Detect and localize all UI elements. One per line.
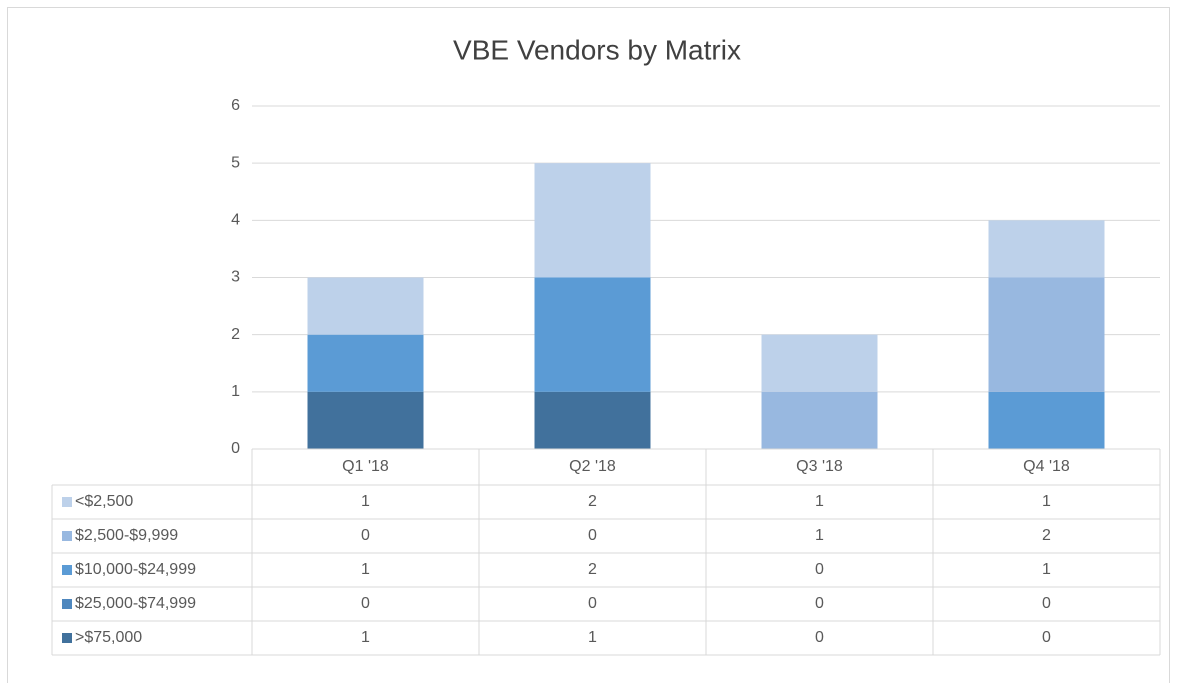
bar-segment — [761, 391, 878, 449]
x-tick-label: Q3 '18 — [796, 458, 843, 475]
bar-segment — [534, 163, 651, 278]
legend-swatch — [62, 497, 72, 507]
y-tick-label: 1 — [231, 383, 240, 400]
legend-label: >$75,000 — [75, 629, 142, 646]
y-tick-label: 6 — [231, 97, 240, 114]
table-cell: 0 — [361, 527, 370, 544]
y-tick-label: 2 — [231, 326, 240, 343]
table-cell: 1 — [361, 493, 370, 510]
bar-segment — [988, 391, 1105, 449]
y-tick-label: 5 — [231, 154, 240, 171]
bar-segment — [988, 277, 1105, 392]
table-cell: 0 — [1042, 595, 1051, 612]
legend-swatch — [62, 531, 72, 541]
table-cell: 1 — [361, 561, 370, 578]
table-cell: 0 — [361, 595, 370, 612]
table-cell: 2 — [588, 493, 597, 510]
table-cell: 1 — [1042, 493, 1051, 510]
table-cell: 1 — [815, 527, 824, 544]
bar-segment — [988, 220, 1105, 278]
legend-swatch — [62, 565, 72, 575]
legend-swatch — [62, 633, 72, 643]
table-cell: 1 — [815, 493, 824, 510]
x-tick-label: Q4 '18 — [1023, 458, 1070, 475]
bar-segment — [534, 391, 651, 449]
legend-label: <$2,500 — [75, 493, 133, 510]
bar-segment — [307, 277, 424, 335]
table-cell: 0 — [588, 527, 597, 544]
table-cell: 0 — [815, 629, 824, 646]
y-tick-label: 3 — [231, 269, 240, 286]
table-cell: 1 — [1042, 561, 1051, 578]
legend-label: $25,000-$74,999 — [75, 595, 196, 612]
table-cell: 2 — [1042, 527, 1051, 544]
x-tick-label: Q1 '18 — [342, 458, 389, 475]
bar-segment — [307, 334, 424, 392]
table-cell: 0 — [1042, 629, 1051, 646]
bar-segment — [534, 277, 651, 392]
legend-label: $10,000-$24,999 — [75, 561, 196, 578]
table-cell: 1 — [588, 629, 597, 646]
y-tick-label: 4 — [231, 212, 240, 229]
chart-title: VBE Vendors by Matrix — [453, 34, 741, 65]
bar-segment — [761, 334, 878, 392]
bar-segment — [307, 391, 424, 449]
x-tick-label: Q2 '18 — [569, 458, 616, 475]
table-cell: 0 — [815, 595, 824, 612]
y-tick-label: 0 — [231, 440, 240, 457]
table-cell: 2 — [588, 561, 597, 578]
table-cell: 0 — [815, 561, 824, 578]
legend-label: $2,500-$9,999 — [75, 527, 178, 544]
table-cell: 1 — [361, 629, 370, 646]
legend-swatch — [62, 599, 72, 609]
table-cell: 0 — [588, 595, 597, 612]
